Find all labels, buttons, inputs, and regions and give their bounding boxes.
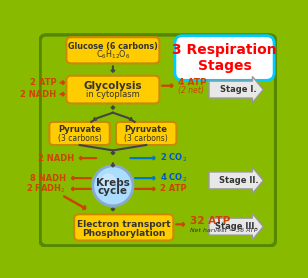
Text: 2 NADH: 2 NADH xyxy=(20,90,56,99)
Text: Net harvest = 36 ATP: Net harvest = 36 ATP xyxy=(190,228,257,233)
FancyBboxPatch shape xyxy=(67,76,160,103)
Circle shape xyxy=(93,166,133,206)
Text: Electron transport: Electron transport xyxy=(77,220,171,229)
Text: Glucose (6 carbons): Glucose (6 carbons) xyxy=(68,42,158,51)
Circle shape xyxy=(100,173,116,189)
Text: Krebs: Krebs xyxy=(96,178,130,188)
Text: (2 net): (2 net) xyxy=(178,86,204,95)
Text: 4 CO$_2$: 4 CO$_2$ xyxy=(160,172,188,184)
Text: 4 ATP: 4 ATP xyxy=(178,78,207,87)
Text: (3 carbons): (3 carbons) xyxy=(124,134,168,143)
Text: Stage I.: Stage I. xyxy=(220,85,257,94)
Text: 2 NADH: 2 NADH xyxy=(38,154,74,163)
Text: (3 carbons): (3 carbons) xyxy=(58,134,101,143)
Text: Stage II.: Stage II. xyxy=(219,176,258,185)
FancyBboxPatch shape xyxy=(175,36,274,80)
Text: Phosphorylation: Phosphorylation xyxy=(82,229,165,238)
Text: Pyruvate: Pyruvate xyxy=(58,125,101,134)
Text: in cytoplasm: in cytoplasm xyxy=(86,90,140,100)
Text: Glycolysis: Glycolysis xyxy=(83,81,142,91)
Text: 2 ATP: 2 ATP xyxy=(160,184,187,193)
Text: Stages: Stages xyxy=(198,59,251,73)
Text: 2 FADH$_2$: 2 FADH$_2$ xyxy=(26,183,67,195)
Text: 8 NADH: 8 NADH xyxy=(30,174,67,183)
FancyBboxPatch shape xyxy=(49,122,110,145)
Polygon shape xyxy=(209,76,263,103)
Text: 2 CO$_2$: 2 CO$_2$ xyxy=(160,152,188,164)
Text: $\mathregular{C_6H_{12}O_6}$: $\mathregular{C_6H_{12}O_6}$ xyxy=(96,49,130,61)
FancyBboxPatch shape xyxy=(74,214,173,240)
Text: Stage III.: Stage III. xyxy=(215,222,257,231)
FancyBboxPatch shape xyxy=(40,35,276,246)
Text: 3 Respiration: 3 Respiration xyxy=(172,43,277,57)
Polygon shape xyxy=(209,214,263,240)
Text: cycle: cycle xyxy=(98,186,128,196)
FancyBboxPatch shape xyxy=(116,122,176,145)
Polygon shape xyxy=(209,167,263,193)
Text: Pyruvate: Pyruvate xyxy=(125,125,168,134)
Text: 2 ATP: 2 ATP xyxy=(30,78,56,87)
Text: 32 ATP: 32 ATP xyxy=(190,216,230,226)
FancyBboxPatch shape xyxy=(67,37,160,63)
